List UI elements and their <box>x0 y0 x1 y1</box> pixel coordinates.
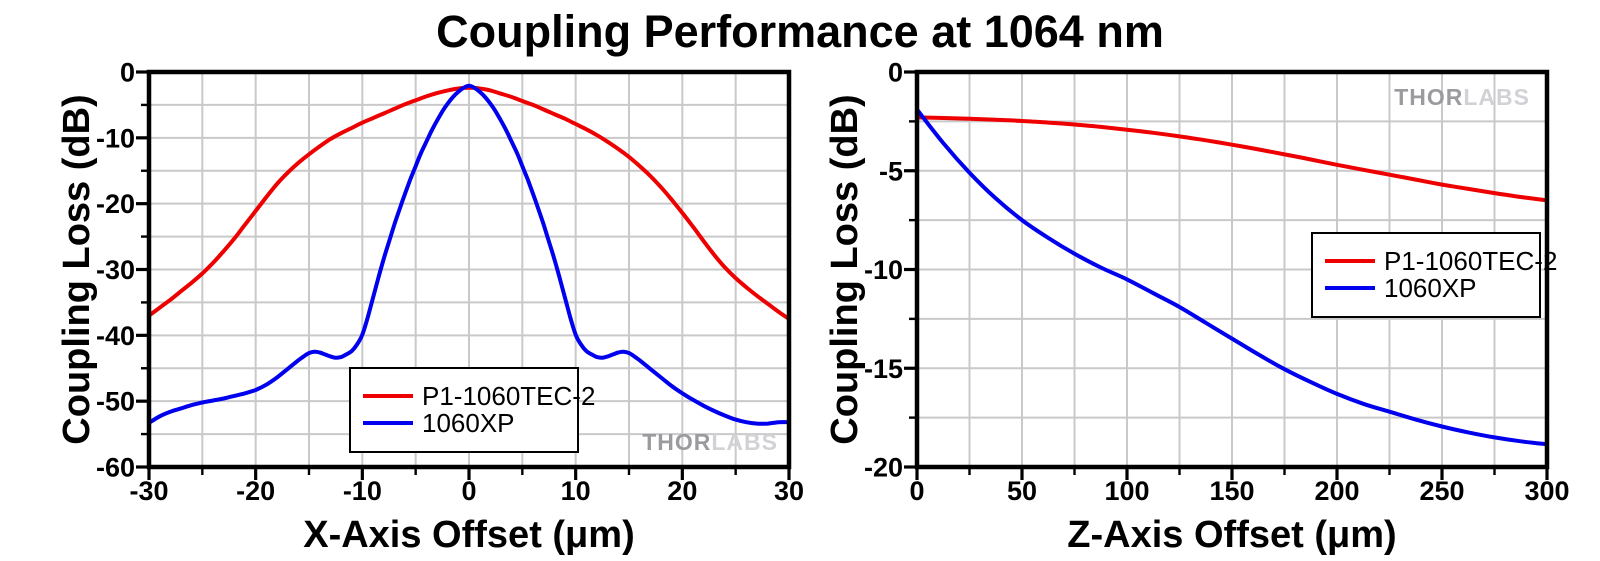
legend-box <box>349 367 579 453</box>
figure-title: Coupling Performance at 1064 nm <box>436 6 1164 57</box>
x-tick-label: 50 <box>1007 476 1037 506</box>
y-tick-label: -15 <box>864 354 903 384</box>
x-tick-label: 300 <box>1524 476 1569 506</box>
x-tick-label: 150 <box>1209 476 1254 506</box>
x-tick-label: -30 <box>129 476 168 506</box>
axis-ticks <box>136 70 791 480</box>
y-tick-label: -40 <box>96 321 135 351</box>
x-axis-label: Z-Axis Offset (μm) <box>1067 514 1396 556</box>
series-line-P1-1060TEC-2 <box>915 115 1549 203</box>
y-tick-label: 0 <box>888 58 903 88</box>
x-axis-label: X-Axis Offset (μm) <box>303 514 635 556</box>
y-tick-label: -5 <box>879 156 903 186</box>
y-tick-label: -10 <box>96 123 135 153</box>
x-tick-label: 20 <box>667 476 697 506</box>
x-tick-label: 250 <box>1419 476 1464 506</box>
x-tick-label: 100 <box>1104 476 1149 506</box>
x-tick-label: 30 <box>774 476 804 506</box>
legend-entry-label: P1-1060TEC-2 <box>1384 246 1557 276</box>
legend-entry-label: 1060XP <box>422 408 515 438</box>
plot-frame <box>146 69 792 470</box>
series-line-1060XP <box>147 83 791 426</box>
y-tick-label: -20 <box>96 189 135 219</box>
x-tick-label: -10 <box>343 476 382 506</box>
plot-z-axis-offset: THORLABS 0 50 100 150 200 250 300 0 -5 -10 -15 -20 Z-… <box>824 58 1570 557</box>
x-tick-label: 10 <box>561 476 591 506</box>
thorlabs-watermark: THORLABS <box>1394 84 1530 110</box>
y-axis-label: Coupling Loss (dB) <box>824 94 866 444</box>
plot-x-axis-offset: THORLABS -30 -20 -10 0 10 20 30 0 -10 -20 -30 -40 -50… <box>56 58 804 557</box>
y-tick-label: -20 <box>864 453 903 483</box>
legend-entry-label: P1-1060TEC-2 <box>422 381 595 411</box>
x-tick-label: 200 <box>1314 476 1359 506</box>
legend-box <box>1311 232 1541 318</box>
y-tick-label: -30 <box>96 255 135 285</box>
y-axis-label: Coupling Loss (dB) <box>56 94 98 444</box>
plot-frame <box>914 69 1550 470</box>
x-tick-label: 0 <box>461 476 476 506</box>
legend-entry-label: 1060XP <box>1384 273 1477 303</box>
y-tick-label: -50 <box>96 387 135 417</box>
y-tick-label: 0 <box>120 58 135 88</box>
axis-ticks <box>904 70 1549 480</box>
y-tick-label: -60 <box>96 453 135 483</box>
series-line-1060XP <box>915 107 1549 447</box>
y-tick-label: -10 <box>864 255 903 285</box>
thorlabs-watermark: THORLABS <box>642 429 778 455</box>
x-tick-label: 0 <box>909 476 924 506</box>
x-tick-label: -20 <box>236 476 275 506</box>
